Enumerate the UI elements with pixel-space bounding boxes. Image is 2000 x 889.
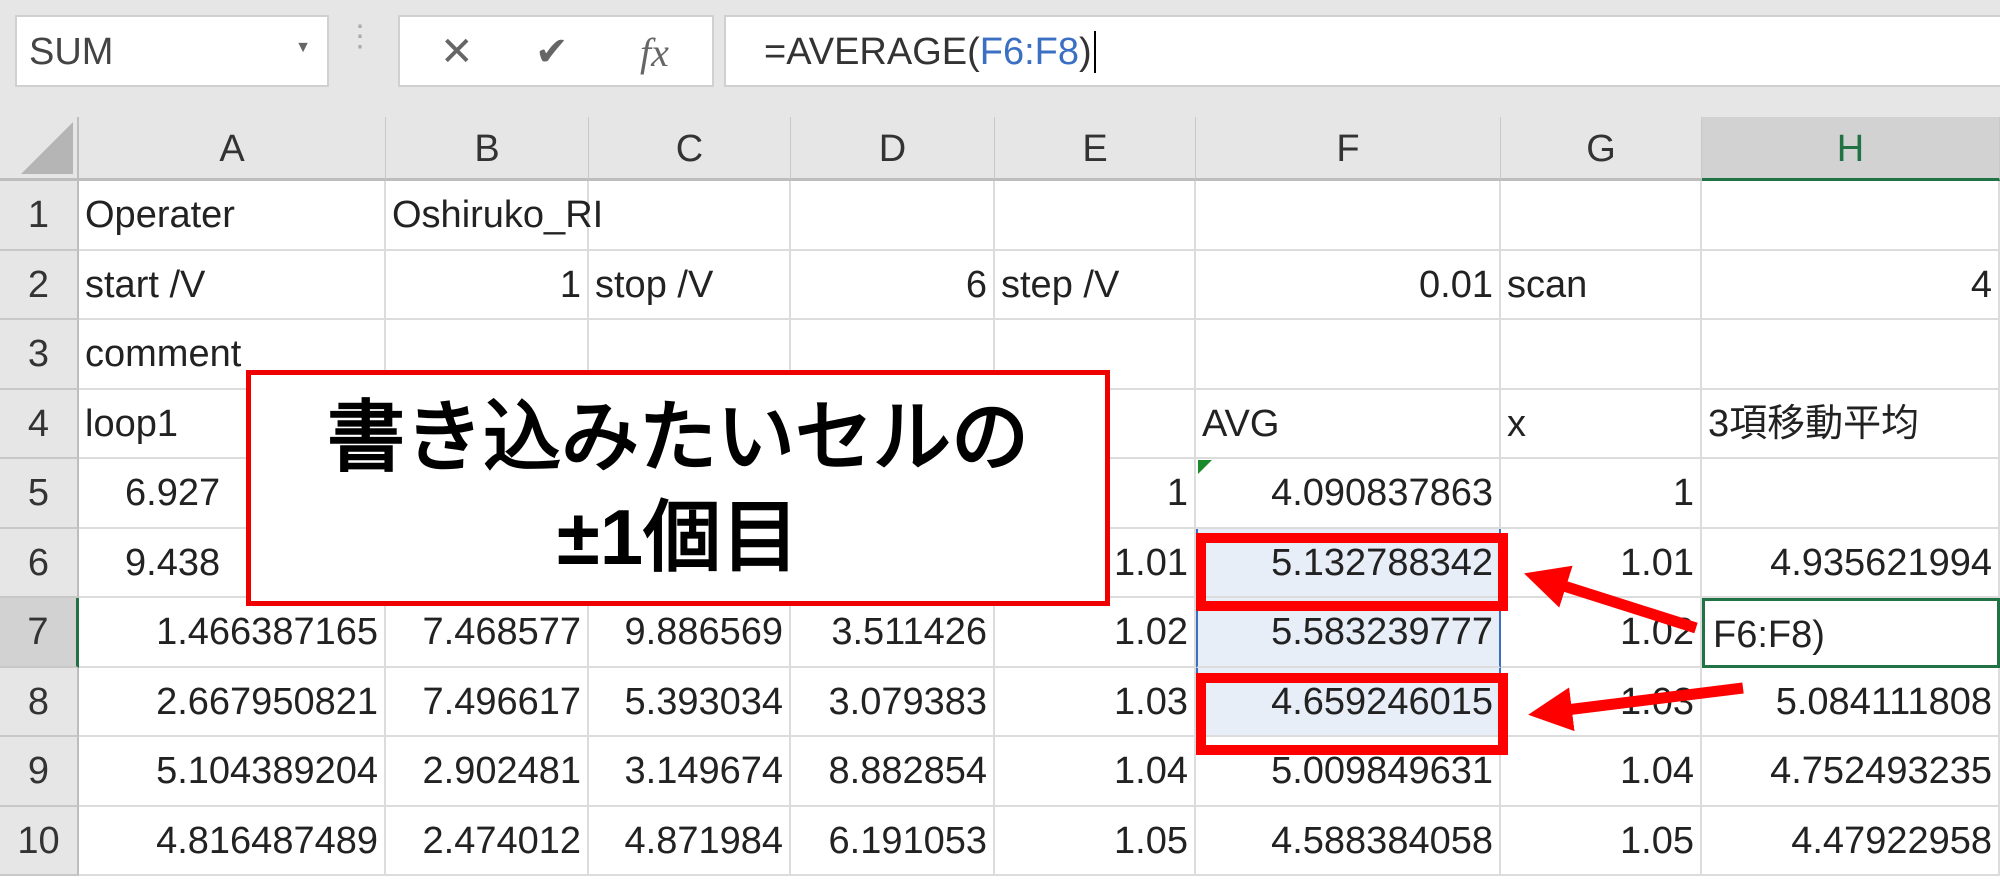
cell-D2[interactable]: 6 bbox=[791, 250, 995, 320]
cell-A7[interactable]: 1.466387165 bbox=[79, 598, 386, 668]
cell-D8[interactable]: 3.079383 bbox=[791, 667, 995, 737]
column-header-E[interactable]: E bbox=[995, 117, 1196, 181]
error-indicator-icon bbox=[1198, 460, 1212, 474]
cell-F5[interactable]: 4.090837863 bbox=[1196, 459, 1501, 529]
cell-B8[interactable]: 7.496617 bbox=[386, 667, 589, 737]
cell-H10[interactable]: 4.47922958 bbox=[1702, 806, 2000, 876]
arrow-to-f6 bbox=[1524, 565, 1698, 634]
formula-input[interactable]: =AVERAGE(F6:F8) bbox=[724, 15, 2000, 87]
annotation-line1: 書き込みたいセルの bbox=[326, 393, 1029, 481]
cell-F10[interactable]: 4.588384058 bbox=[1196, 806, 1501, 876]
cell-A2[interactable]: start /V bbox=[79, 250, 386, 320]
cell-F3[interactable] bbox=[1196, 320, 1501, 390]
name-box[interactable]: SUM ▼ bbox=[15, 15, 329, 87]
formula-toolbar: SUM ▼ ⋮ ✕ ✔ fx =AVERAGE(F6:F8) bbox=[0, 0, 2000, 117]
column-header-H[interactable]: H bbox=[1702, 117, 2000, 181]
cell-A6[interactable]: 9.438 bbox=[79, 528, 386, 598]
column-header-D[interactable]: D bbox=[791, 117, 995, 181]
cell-H7[interactable]: F6:F8) bbox=[1702, 598, 2000, 668]
row-header-2[interactable]: 2 bbox=[0, 250, 79, 320]
cancel-icon[interactable]: ✕ bbox=[440, 30, 474, 74]
cell-G10[interactable]: 1.05 bbox=[1501, 806, 1702, 876]
cell-C7[interactable]: 9.886569 bbox=[589, 598, 791, 668]
cell-E1[interactable] bbox=[995, 181, 1196, 251]
cell-E10[interactable]: 1.05 bbox=[995, 806, 1196, 876]
row-header-4[interactable]: 4 bbox=[0, 389, 79, 459]
cell-H4[interactable]: 3項移動平均 bbox=[1702, 389, 2000, 459]
annotation-callout: 書き込みたいセルの ±1個目 bbox=[246, 370, 1110, 606]
cell-H5[interactable] bbox=[1702, 459, 2000, 529]
cell-E7[interactable]: 1.02 bbox=[995, 598, 1196, 668]
cell-H2[interactable]: 4 bbox=[1702, 250, 2000, 320]
cell-C9[interactable]: 3.149674 bbox=[589, 737, 791, 807]
row-header-3[interactable]: 3 bbox=[0, 320, 79, 390]
cell-E2[interactable]: step /V bbox=[995, 250, 1196, 320]
cell-F2[interactable]: 0.01 bbox=[1196, 250, 1501, 320]
cell-G5[interactable]: 1 bbox=[1501, 459, 1702, 529]
row-header-9[interactable]: 9 bbox=[0, 737, 79, 807]
annotation-line2: ±1個目 bbox=[556, 493, 800, 581]
column-header-A[interactable]: A bbox=[79, 117, 386, 181]
cell-C1[interactable] bbox=[589, 181, 791, 251]
cell-H8[interactable]: 5.084111808 bbox=[1702, 667, 2000, 737]
cell-B1[interactable]: Oshiruko_RI bbox=[386, 181, 603, 251]
cell-B10[interactable]: 2.474012 bbox=[386, 806, 589, 876]
cell-G4[interactable]: x bbox=[1501, 389, 1702, 459]
formula-prefix: =AVERAGE( bbox=[764, 31, 980, 73]
name-box-value: SUM bbox=[29, 31, 114, 73]
cell-C8[interactable]: 5.393034 bbox=[589, 667, 791, 737]
caret-down-icon[interactable]: ▼ bbox=[295, 39, 311, 56]
cell-F9[interactable]: 5.009849631 bbox=[1196, 737, 1501, 807]
formula-buttons: ✕ ✔ fx bbox=[398, 15, 714, 87]
cell-A1[interactable]: Operater bbox=[79, 181, 386, 251]
arrow-to-f8 bbox=[1528, 682, 1744, 732]
cell-A9[interactable]: 5.104389204 bbox=[79, 737, 386, 807]
cell-E9[interactable]: 1.04 bbox=[995, 737, 1196, 807]
cell-H6[interactable]: 4.935621994 bbox=[1702, 528, 2000, 598]
cell-A8[interactable]: 2.667950821 bbox=[79, 667, 386, 737]
formula-suffix: ) bbox=[1079, 31, 1092, 73]
cell-E8[interactable]: 1.03 bbox=[995, 667, 1196, 737]
row-header-6[interactable]: 6 bbox=[0, 528, 79, 598]
cell-D7[interactable]: 3.511426 bbox=[791, 598, 995, 668]
cell-B7[interactable]: 7.468577 bbox=[386, 598, 589, 668]
highlight-box-f8 bbox=[1196, 673, 1508, 755]
cell-H1[interactable] bbox=[1702, 181, 2000, 251]
row-header-8[interactable]: 8 bbox=[0, 667, 79, 737]
cell-D10[interactable]: 6.191053 bbox=[791, 806, 995, 876]
cell-A10[interactable]: 4.816487489 bbox=[79, 806, 386, 876]
cell-F1[interactable] bbox=[1196, 181, 1501, 251]
cell-B9[interactable]: 2.902481 bbox=[386, 737, 589, 807]
column-header-G[interactable]: G bbox=[1501, 117, 1702, 181]
select-all-button[interactable] bbox=[0, 117, 79, 181]
cell-A3[interactable]: comment bbox=[79, 320, 386, 390]
fx-icon[interactable]: fx bbox=[640, 30, 669, 75]
cell-G3[interactable] bbox=[1501, 320, 1702, 390]
highlight-box-f6 bbox=[1196, 533, 1508, 611]
cell-D1[interactable] bbox=[791, 181, 995, 251]
cell-C2[interactable]: stop /V bbox=[589, 250, 791, 320]
cell-G9[interactable]: 1.04 bbox=[1501, 737, 1702, 807]
cell-G2[interactable]: scan bbox=[1501, 250, 1702, 320]
cell-G1[interactable] bbox=[1501, 181, 1702, 251]
column-header-C[interactable]: C bbox=[589, 117, 791, 181]
row-header-7[interactable]: 7 bbox=[0, 598, 79, 668]
formula-range-ref: F6:F8 bbox=[979, 31, 1080, 73]
column-header-F[interactable]: F bbox=[1196, 117, 1501, 181]
cell-F4[interactable]: AVG bbox=[1196, 389, 1501, 459]
cell-H3[interactable] bbox=[1702, 320, 2000, 390]
cell-E6[interactable]: 1.01 bbox=[995, 528, 1196, 598]
cell-B2[interactable]: 1 bbox=[386, 250, 589, 320]
row-header-5[interactable]: 5 bbox=[0, 459, 79, 529]
row-header-1[interactable]: 1 bbox=[0, 181, 79, 251]
row-header-10[interactable]: 10 bbox=[0, 806, 79, 876]
cell-D9[interactable]: 8.882854 bbox=[791, 737, 995, 807]
column-header-B[interactable]: B bbox=[386, 117, 589, 181]
cell-C10[interactable]: 4.871984 bbox=[589, 806, 791, 876]
check-icon[interactable]: ✔ bbox=[535, 30, 569, 74]
cell-H9[interactable]: 4.752493235 bbox=[1702, 737, 2000, 807]
